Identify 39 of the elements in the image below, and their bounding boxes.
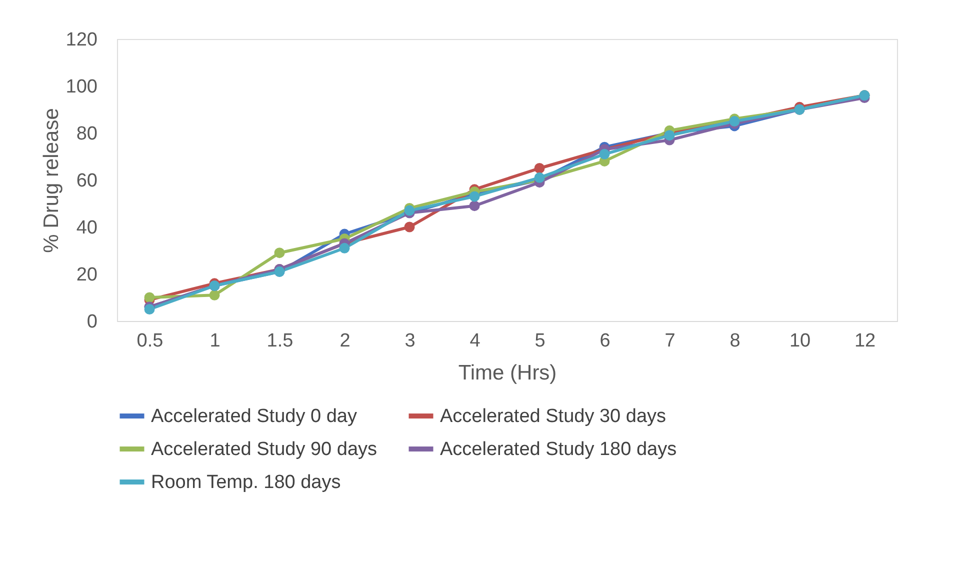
x-axis-title: Time (Hrs) [458,362,557,384]
x-tick-label: 1 [210,330,220,352]
y-tick-label: 20 [76,264,98,286]
point [404,222,415,232]
point [664,130,675,141]
point [599,148,610,160]
y-tick-label: 0 [86,312,98,332]
x-tick-label: 12 [854,330,876,352]
legend-label: Accelerated Study 0 day [151,406,358,427]
x-tick-label: 5 [534,330,546,352]
legend-label: Accelerated Study 180 days [440,439,677,460]
x-tick-label: 6 [600,330,610,352]
x-tick-label: 7 [664,330,676,352]
point [209,290,220,300]
point [144,292,155,303]
y-tick-label: 100 [66,76,98,98]
x-tick-label: 1.5 [266,330,294,352]
y-tick-label: 80 [76,124,98,144]
y-axis-title: % Drug release [40,108,63,253]
point [144,304,155,314]
point [274,248,285,258]
x-tick-label: 3 [404,330,416,352]
legend-label: Room Temp. 180 days [151,472,341,493]
point [534,163,545,174]
x-tick-label: 2 [340,330,350,352]
y-tick-label: 120 [66,30,98,50]
x-tick-label: 0.5 [136,330,164,352]
point [469,200,480,212]
x-tick-label: 4 [470,330,481,352]
point [404,205,415,216]
legend-label: Accelerated Study 90 days [151,439,378,460]
point [339,242,350,254]
x-tick-label: 8 [730,330,740,352]
x-tick-label: 10 [789,330,811,352]
point [469,191,480,202]
point [534,172,545,183]
legend-label: Accelerated Study 30 days [440,406,666,427]
y-tick-label: 60 [76,170,98,192]
y-tick-label: 40 [76,218,98,238]
